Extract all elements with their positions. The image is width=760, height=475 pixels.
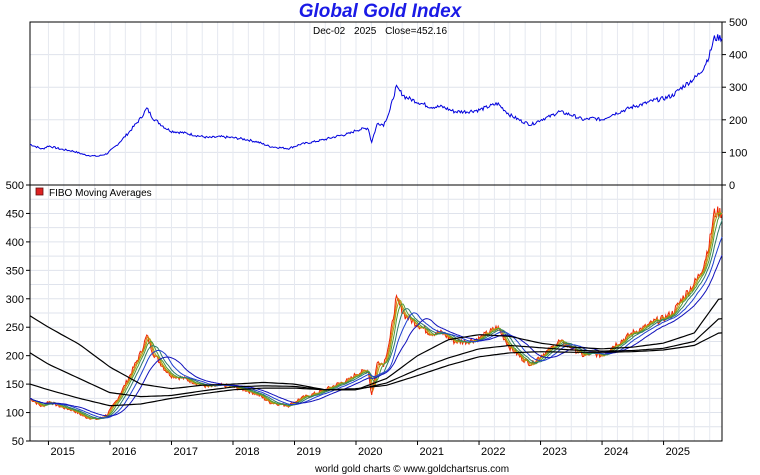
xtick-label: 2020 [358, 446, 382, 458]
bottom-ytick-label: 450 [6, 208, 24, 220]
close-value: Close=452.16 [385, 26, 447, 37]
bottom-panel-frame [29, 184, 723, 442]
xtick-label: 2023 [543, 446, 567, 458]
legend-label: FIBO Moving Averages [49, 188, 152, 199]
xtick-label: 2019 [296, 446, 320, 458]
bottom-ytick-label: 150 [6, 379, 24, 391]
fibo-ma-8 [29, 212, 723, 420]
bottom-ytick-label: 50 [12, 436, 24, 448]
xtick-label: 2024 [604, 446, 628, 458]
xtick-label: 2016 [112, 446, 136, 458]
top-ytick-label: 200 [729, 115, 747, 127]
legend-swatch [35, 187, 44, 196]
xtick-label: 2025 [666, 446, 690, 458]
long-ma-1 [29, 298, 723, 391]
date-readout: Dec-02 2025 Close=452.16 [313, 26, 447, 37]
chart-title: Global Gold Index [298, 1, 462, 22]
bottom-ytick-label: 350 [6, 265, 24, 277]
bottom-panel-gridlines [30, 184, 722, 442]
top-ytick-label: 500 [729, 17, 747, 29]
year-label: 2025 [354, 26, 377, 37]
xtick-label: 2017 [173, 446, 197, 458]
top-ytick-label: 300 [729, 82, 747, 94]
top-ytick-label: 0 [729, 180, 735, 192]
bottom-y-axis: 50 100 150 200 250 300 350 400 450 500 [6, 180, 30, 448]
top-panel-series [29, 34, 723, 157]
bottom-ytick-label: 100 [6, 408, 24, 420]
long-ma-2 [29, 318, 723, 398]
index-line [29, 34, 723, 157]
fibo-ma-34 [29, 255, 723, 417]
xtick-label: 2015 [50, 446, 74, 458]
bottom-ytick-label: 300 [6, 294, 24, 306]
long-ma-3 [29, 332, 723, 407]
top-ytick-label: 100 [729, 147, 747, 159]
xtick-label: 2022 [481, 446, 505, 458]
fibo-ma-21 [29, 236, 723, 419]
xtick-label: 2021 [420, 446, 444, 458]
top-panel-gridlines [30, 21, 722, 186]
bottom-ytick-label: 200 [6, 351, 24, 363]
top-y-axis: 0 100 200 300 400 500 [722, 17, 747, 192]
bottom-panel-series [29, 206, 723, 421]
top-ytick-label: 400 [729, 50, 747, 62]
bottom-ytick-label: 250 [6, 322, 24, 334]
xtick-label: 2018 [235, 446, 259, 458]
date-label: Dec-02 [313, 26, 346, 37]
x-axis: 2015 2016 2017 2018 2019 2020 2021 2022 2023 2024… [47, 441, 690, 458]
bottom-ytick-label: 500 [6, 180, 24, 192]
top-panel-frame [29, 21, 723, 186]
bottom-ytick-label: 400 [6, 237, 24, 249]
footer-credit: world gold charts © www.goldchartsrus.co… [314, 464, 509, 475]
